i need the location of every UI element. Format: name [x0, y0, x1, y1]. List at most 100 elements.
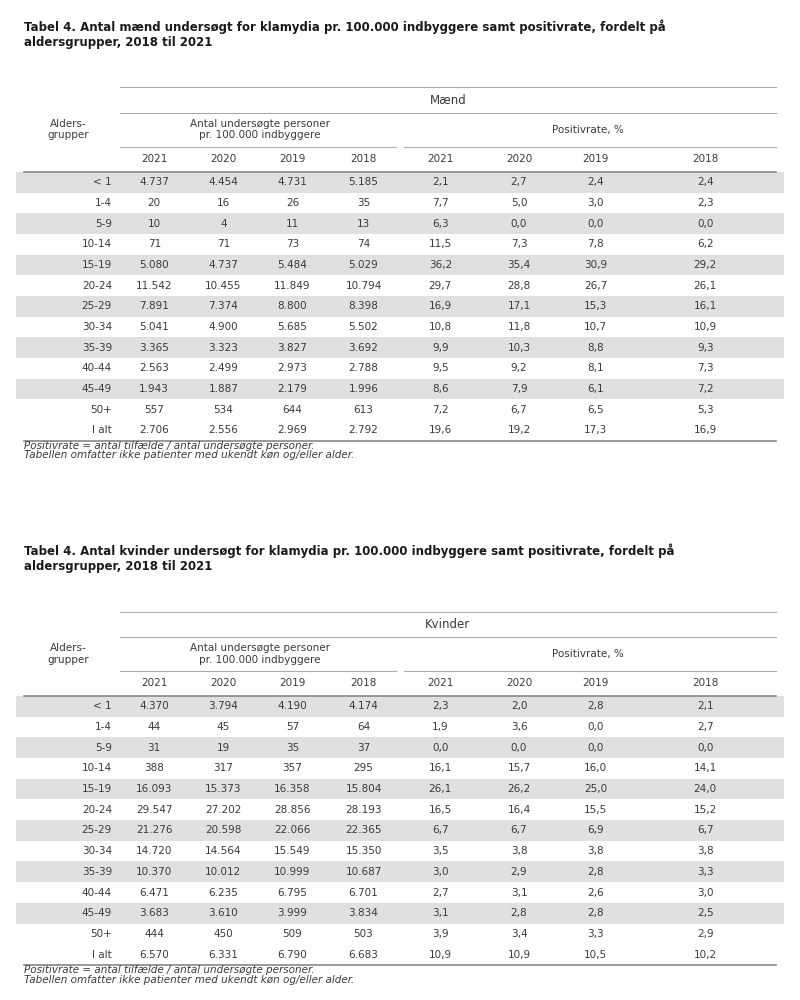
Text: 15,5: 15,5 — [584, 805, 607, 815]
Text: 26,7: 26,7 — [584, 281, 607, 291]
Text: 3.834: 3.834 — [349, 908, 378, 918]
Text: 3,0: 3,0 — [587, 198, 604, 208]
Text: 10,9: 10,9 — [694, 322, 717, 332]
Text: 2,1: 2,1 — [432, 177, 449, 187]
Text: 2019: 2019 — [582, 154, 609, 164]
Text: 5,0: 5,0 — [510, 198, 527, 208]
Text: 71: 71 — [217, 239, 230, 249]
Text: 28.856: 28.856 — [274, 805, 310, 815]
Text: 14,1: 14,1 — [694, 763, 717, 773]
Text: 10.455: 10.455 — [205, 281, 242, 291]
Text: 8,6: 8,6 — [432, 384, 449, 394]
Text: 16,1: 16,1 — [429, 763, 452, 773]
Bar — [16, 758, 784, 779]
Text: 10-14: 10-14 — [82, 763, 112, 773]
Text: Tabel 4. Antal mænd undersøgt for klamydia pr. 100.000 indbyggere samt positivra: Tabel 4. Antal mænd undersøgt for klamyd… — [24, 19, 666, 49]
Text: 557: 557 — [144, 405, 164, 415]
Text: 6,7: 6,7 — [697, 825, 714, 835]
Text: 3,9: 3,9 — [432, 929, 449, 939]
Text: 8,1: 8,1 — [587, 363, 604, 373]
Text: 19: 19 — [217, 743, 230, 753]
Text: 6.235: 6.235 — [209, 888, 238, 898]
Text: Alders-
grupper: Alders- grupper — [47, 119, 89, 140]
Text: 4.174: 4.174 — [349, 701, 378, 711]
Text: 7,2: 7,2 — [432, 405, 449, 415]
Text: 295: 295 — [354, 763, 374, 773]
Text: 15-19: 15-19 — [82, 260, 112, 270]
Text: 317: 317 — [214, 763, 234, 773]
Text: 16,9: 16,9 — [429, 301, 452, 311]
Text: Antal undersøgte personer
pr. 100.000 indbyggere: Antal undersøgte personer pr. 100.000 in… — [190, 119, 330, 140]
Text: 2020: 2020 — [210, 678, 237, 688]
Text: 14.720: 14.720 — [136, 846, 173, 856]
Text: 357: 357 — [282, 763, 302, 773]
Text: 26,2: 26,2 — [507, 784, 530, 794]
Text: 1.887: 1.887 — [209, 384, 238, 394]
Text: 35: 35 — [286, 743, 299, 753]
Text: 10,8: 10,8 — [429, 322, 452, 332]
Bar — [16, 193, 784, 213]
Text: 29.547: 29.547 — [136, 805, 173, 815]
Text: 534: 534 — [214, 405, 234, 415]
Text: 40-44: 40-44 — [82, 363, 112, 373]
Text: 2,1: 2,1 — [697, 701, 714, 711]
Text: 11.542: 11.542 — [136, 281, 173, 291]
Text: 17,1: 17,1 — [507, 301, 530, 311]
Text: Kvinder: Kvinder — [426, 618, 470, 631]
Text: 2,8: 2,8 — [510, 908, 527, 918]
Text: 3.610: 3.610 — [209, 908, 238, 918]
Text: 50+: 50+ — [90, 929, 112, 939]
Text: 10,2: 10,2 — [694, 950, 717, 960]
Text: 25-29: 25-29 — [82, 301, 112, 311]
Text: 11: 11 — [286, 219, 299, 229]
Text: 29,2: 29,2 — [694, 260, 717, 270]
Bar — [16, 234, 784, 255]
Text: 3.323: 3.323 — [209, 343, 238, 353]
Text: 35: 35 — [357, 198, 370, 208]
Text: 26: 26 — [286, 198, 299, 208]
Text: 4: 4 — [220, 219, 226, 229]
Text: 16,9: 16,9 — [694, 425, 717, 435]
Text: 71: 71 — [148, 239, 161, 249]
Text: 7,3: 7,3 — [697, 363, 714, 373]
Text: 5,3: 5,3 — [697, 405, 714, 415]
Text: 2,7: 2,7 — [432, 888, 449, 898]
Text: 16,5: 16,5 — [429, 805, 452, 815]
Text: 3,8: 3,8 — [587, 846, 604, 856]
Text: Positivrate = antal tilfælde / antal undersøgte personer.: Positivrate = antal tilfælde / antal und… — [24, 965, 314, 975]
Text: 3.683: 3.683 — [139, 908, 169, 918]
Text: Positivrate, %: Positivrate, % — [552, 125, 624, 135]
Text: 44: 44 — [148, 722, 161, 732]
Text: 26,1: 26,1 — [694, 281, 717, 291]
Text: 17,3: 17,3 — [584, 425, 607, 435]
Text: 2,8: 2,8 — [587, 908, 604, 918]
Text: 3,6: 3,6 — [510, 722, 527, 732]
Text: 5.502: 5.502 — [349, 322, 378, 332]
Text: 5.484: 5.484 — [278, 260, 307, 270]
Text: 2.788: 2.788 — [349, 363, 378, 373]
Text: 45-49: 45-49 — [82, 384, 112, 394]
Bar — [16, 882, 784, 903]
Text: 6,7: 6,7 — [432, 825, 449, 835]
Text: 24,0: 24,0 — [694, 784, 717, 794]
Text: 29,7: 29,7 — [429, 281, 452, 291]
Text: 9,2: 9,2 — [510, 363, 527, 373]
Text: I alt: I alt — [92, 950, 112, 960]
Text: 8.800: 8.800 — [278, 301, 307, 311]
Text: 15.549: 15.549 — [274, 846, 310, 856]
Text: 21.276: 21.276 — [136, 825, 173, 835]
Text: 4.900: 4.900 — [209, 322, 238, 332]
Text: 20: 20 — [148, 198, 161, 208]
Text: 64: 64 — [357, 722, 370, 732]
Text: 0,0: 0,0 — [697, 219, 714, 229]
Bar — [16, 820, 784, 841]
Text: 0,0: 0,0 — [697, 743, 714, 753]
Text: 2018: 2018 — [692, 154, 718, 164]
Text: 2.973: 2.973 — [278, 363, 307, 373]
Text: < 1: < 1 — [94, 177, 112, 187]
Text: 0,0: 0,0 — [588, 219, 604, 229]
Text: 2,9: 2,9 — [697, 929, 714, 939]
Text: 2.179: 2.179 — [278, 384, 307, 394]
Text: 509: 509 — [282, 929, 302, 939]
Text: 1.996: 1.996 — [349, 384, 378, 394]
